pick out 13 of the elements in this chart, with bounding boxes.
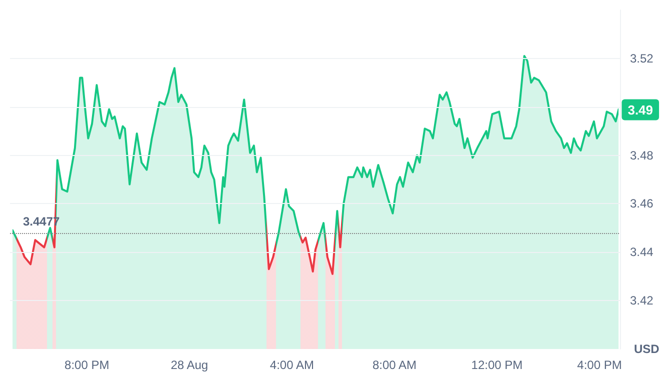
y-tick-label: 3.48	[630, 148, 654, 162]
y-tick-label: 3.44	[630, 245, 654, 260]
x-tick-label: 4:00 AM	[270, 358, 314, 372]
x-tick-label: 8:00 AM	[372, 358, 416, 372]
x-tick-label: 8:00 PM	[64, 358, 110, 372]
x-tick-label: 4:00 PM	[577, 358, 622, 372]
y-tick-label: 3.52	[630, 51, 654, 66]
y-tick-label: 3.46	[630, 196, 654, 211]
y-tick-label: 3.42	[630, 294, 654, 308]
x-tick-label: 12:00 PM	[471, 358, 523, 372]
annotation: 3.49	[628, 102, 654, 118]
x-tick-label: 28 Aug	[170, 358, 208, 372]
y-axis-title: USD	[634, 342, 660, 356]
